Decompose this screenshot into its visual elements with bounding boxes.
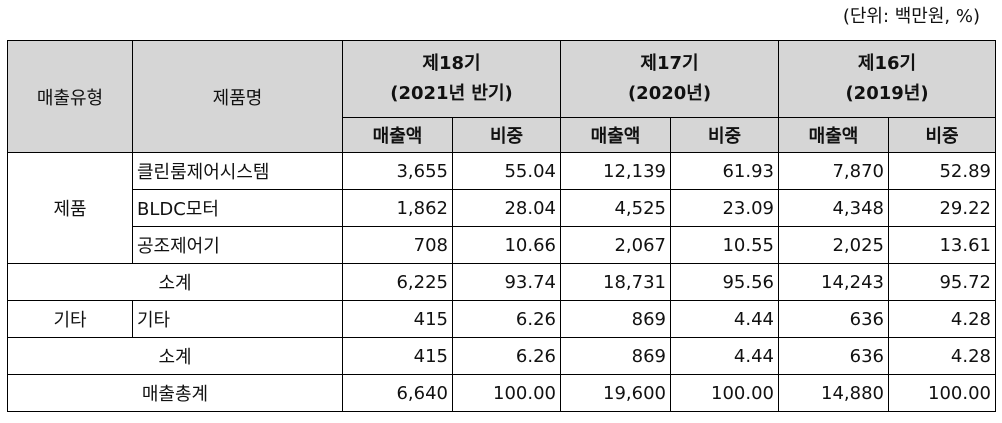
product-name: BLDC모터 <box>132 189 343 227</box>
sales-value: 14,880 <box>778 374 889 412</box>
sales-value: 636 <box>778 337 889 375</box>
sales-value: 3,655 <box>342 152 453 190</box>
ratio-value: 23.09 <box>670 189 779 227</box>
header-sales-17: 매출액 <box>560 117 671 153</box>
sales-value: 2,025 <box>778 226 889 264</box>
ratio-value: 61.93 <box>670 152 779 190</box>
sales-value: 708 <box>342 226 453 264</box>
sales-value: 415 <box>342 337 453 375</box>
ratio-value: 6.26 <box>452 300 561 338</box>
sales-value: 14,243 <box>778 263 889 301</box>
ratio-value: 4.28 <box>888 300 996 338</box>
sales-value: 1,862 <box>342 189 453 227</box>
sales-value: 12,139 <box>560 152 671 190</box>
product-name: 공조제어기 <box>132 226 343 264</box>
subtotal-row: 소계 6,225 93.74 18,731 95.56 14,243 95.72 <box>7 263 996 301</box>
ratio-value: 4.44 <box>670 300 779 338</box>
table-row: 제품 클린룸제어시스템 3,655 55.04 12,139 61.93 7,8… <box>7 152 996 264</box>
period-17-term: 제17기 <box>640 53 699 74</box>
sales-value: 415 <box>342 300 453 338</box>
ratio-value: 100.00 <box>452 374 561 412</box>
subtotal-row: 소계 415 6.26 869 4.44 636 4.28 <box>7 337 996 375</box>
sales-value: 869 <box>560 337 671 375</box>
ratio-value: 100.00 <box>888 374 996 412</box>
group-product: 제품 <box>7 152 133 264</box>
header-product-name: 제품명 <box>132 40 343 153</box>
sales-value: 636 <box>778 300 889 338</box>
sales-value: 4,348 <box>778 189 889 227</box>
subtotal-label: 소계 <box>7 263 343 301</box>
header-period-16: 제16기 (2019년) <box>778 40 996 118</box>
total-row: 매출총계 6,640 100.00 19,600 100.00 14,880 1… <box>7 374 996 412</box>
period-16-date: (2019년) <box>845 83 929 104</box>
ratio-value: 95.72 <box>888 263 996 301</box>
sales-table: 매출유형 제품명 제18기 (2021년 반기) 제17기 (2020년) 제1… <box>7 40 996 412</box>
ratio-value: 10.66 <box>452 226 561 264</box>
ratio-value: 6.26 <box>452 337 561 375</box>
header-period-18: 제18기 (2021년 반기) <box>342 40 561 118</box>
header-sales-18: 매출액 <box>342 117 453 153</box>
header-row-metrics: 매출액 비중 매출액 비중 매출액 비중 <box>8 117 996 153</box>
ratio-value: 4.44 <box>670 337 779 375</box>
ratio-value: 55.04 <box>452 152 561 190</box>
sales-value: 6,225 <box>342 263 453 301</box>
period-17-date: (2020년) <box>627 83 712 104</box>
ratio-value: 4.28 <box>888 337 996 375</box>
ratio-value: 95.56 <box>670 263 779 301</box>
header-ratio-18: 비중 <box>452 117 561 153</box>
product-name: 클린룸제어시스템 <box>132 152 343 190</box>
total-label: 매출총계 <box>7 374 343 412</box>
sales-value: 7,870 <box>778 152 889 190</box>
header-ratio-16: 비중 <box>888 117 996 153</box>
header-sales-type: 매출유형 <box>7 40 133 153</box>
header-period-17: 제17기 (2020년) <box>560 40 779 118</box>
ratio-value: 93.74 <box>452 263 561 301</box>
sales-value: 2,067 <box>560 226 671 264</box>
header-sales-16: 매출액 <box>778 117 889 153</box>
sales-value: 869 <box>560 300 671 338</box>
period-18-term: 제18기 <box>422 53 481 74</box>
table-row: 공조제어기 708 10.66 2,067 10.55 2,025 13.61 <box>8 226 996 264</box>
header-ratio-17: 비중 <box>670 117 779 153</box>
group-other: 기타 <box>7 300 133 338</box>
table-row: BLDC모터 1,862 28.04 4,525 23.09 4,348 29.… <box>8 189 996 227</box>
table-row: 기타 기타 415 6.26 869 4.44 636 4.28 <box>7 300 996 338</box>
period-18-date: (2021년 반기) <box>390 83 513 104</box>
sales-value: 6,640 <box>342 374 453 412</box>
ratio-value: 28.04 <box>452 189 561 227</box>
header-row-periods: 매출유형 제품명 제18기 (2021년 반기) 제17기 (2020년) 제1… <box>7 40 996 153</box>
sales-value: 19,600 <box>560 374 671 412</box>
ratio-value: 29.22 <box>888 189 996 227</box>
ratio-value: 10.55 <box>670 226 779 264</box>
product-name: 기타 <box>132 300 343 338</box>
ratio-value: 100.00 <box>670 374 779 412</box>
period-16-term: 제16기 <box>857 53 917 74</box>
ratio-value: 13.61 <box>888 226 996 264</box>
sales-value: 4,525 <box>560 189 671 227</box>
ratio-value: 52.89 <box>888 152 996 190</box>
subtotal-label: 소계 <box>7 337 343 375</box>
unit-note: (단위: 백만원, %) <box>842 6 980 27</box>
sales-value: 18,731 <box>560 263 671 301</box>
